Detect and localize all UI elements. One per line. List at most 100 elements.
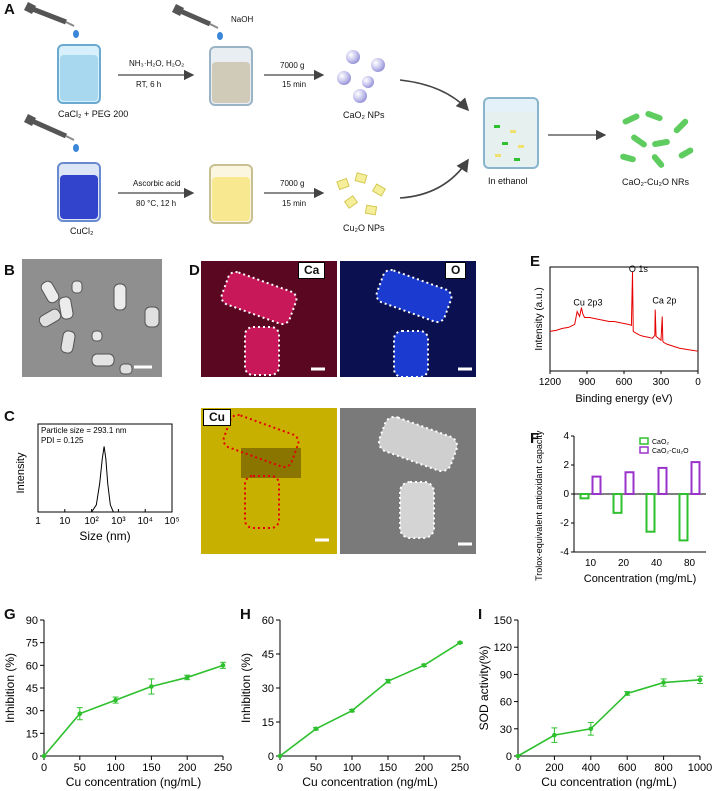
y-axis-title: Inhibition (%) [239, 653, 253, 723]
x-tick-label: 1 [35, 516, 41, 527]
x-tick-label: 50 [74, 762, 86, 774]
cucl2-label: CuCl₂ [70, 226, 94, 236]
x-tick-label: 80 [684, 558, 696, 569]
x-tick-label: 250 [214, 762, 232, 774]
x-tick-label: 40 [651, 558, 663, 569]
y-tick-label: -4 [560, 547, 569, 558]
x-tick-label: 150 [379, 762, 397, 774]
panel-letter-f: F [530, 430, 540, 447]
data-point [220, 663, 226, 668]
data-line [43, 664, 224, 757]
data-point [588, 726, 594, 732]
plot-frame [549, 266, 699, 372]
data-point [515, 753, 521, 759]
x-tick-label: 1200 [539, 377, 562, 388]
panel-letter-b: B [4, 262, 15, 279]
beaker-icon [57, 162, 101, 222]
xps-chart: 1200 900 600 300 0 Binding energy (eV) Intensi… [534, 264, 701, 405]
step1-reagent-label: NH₃·H₂O, H₂O₂ [129, 59, 185, 68]
bar [657, 466, 668, 496]
x-tick-label: 900 [579, 377, 596, 388]
y-axis-title: Inhibition (%) [3, 653, 17, 723]
x-tick-label: 10³ [111, 516, 126, 527]
x-tick-label: 100 [106, 762, 124, 774]
data-point [41, 753, 47, 759]
y-axis-title: Intensity (a.u.) [534, 287, 545, 350]
y-tick-label: 30 [500, 724, 512, 736]
centrifuge-speed-label: 7000 g [280, 61, 305, 70]
x-tick-label: 10 [59, 516, 71, 527]
product-label: CaO₂-Cu₂O NRs [622, 177, 689, 187]
x-tick-label: 1000 [688, 762, 712, 774]
y-tick-label: 4 [563, 431, 569, 442]
in-ethanol-label: In ethanol [488, 176, 528, 186]
cao2-cu2o-nanorods [620, 110, 694, 168]
x-tick-label: 600 [616, 377, 633, 388]
bar [591, 475, 602, 495]
panel-letter-e: E [530, 253, 541, 270]
x-tick-label: 0 [515, 762, 521, 774]
tem-image [22, 259, 162, 377]
synthesis-schematic [23, 1, 694, 224]
beaker-icon [209, 46, 253, 106]
panel-letter-i: I [478, 606, 483, 623]
pdi-annotation: PDI = 0.125 [41, 436, 84, 445]
particle-size-annotation: Particle size = 293.1 nm [41, 426, 127, 435]
data-line [517, 679, 701, 757]
x-tick-label: 10² [84, 516, 99, 527]
eds-map-cu [201, 408, 337, 554]
y-tick-label: 60 [262, 615, 274, 627]
x-tick-label: 10⁵ [164, 516, 179, 527]
bar [612, 493, 623, 514]
step2-reagent-label: Ascorbic acid [133, 179, 181, 188]
naoh-label: NaOH [231, 15, 254, 24]
y-tick-label: 30 [26, 706, 38, 718]
data-point [421, 663, 427, 668]
x-tick-label: 0 [277, 762, 283, 774]
x-axis-title: Size (nm) [79, 529, 130, 543]
y-tick-label: 60 [26, 660, 38, 672]
o1s-annotation: O 1s [629, 264, 649, 274]
y-tick-label: 0 [563, 489, 569, 500]
inhibition-chart-h: 0 15 30 45 60 0 50 100 150 200 250 Cu concentration… [239, 615, 469, 789]
eds-map-sem [340, 408, 476, 554]
y-tick-label: 0 [32, 751, 38, 763]
y-tick-label: 60 [500, 697, 512, 709]
x-tick-label: 200 [178, 762, 196, 774]
syringe-icon [23, 1, 79, 38]
y-tick-label: 15 [26, 728, 38, 740]
y-tick-label: 0 [268, 751, 274, 763]
x-tick-label: 100 [343, 762, 361, 774]
x-tick-label: 150 [142, 762, 160, 774]
beaker-icon [209, 164, 253, 224]
x-tick-label: 200 [545, 762, 563, 774]
x-tick-label: 300 [653, 377, 670, 388]
data-point [149, 684, 154, 689]
x-tick-label: 0 [695, 377, 701, 388]
x-tick-label: 10⁴ [137, 516, 152, 527]
y-axis-title: Intensity [15, 452, 27, 493]
sod-activity-chart: 0 30 60 90 120 150 0 200 400 600 800 1000 Cu concent… [477, 615, 712, 789]
y-tick-label: 45 [262, 649, 274, 661]
y-axis-title: SOD activity(%) [477, 646, 491, 731]
eds-map-o [340, 261, 476, 377]
cao2-nanoparticles [337, 50, 385, 103]
legend-swatch [639, 437, 649, 445]
x-axis-title: Cu concentration (ng/mL) [541, 775, 676, 789]
data-line [279, 641, 461, 757]
data-point [313, 726, 319, 732]
panel-letter-a: A [4, 1, 15, 18]
bar [579, 493, 590, 500]
x-tick-label: 50 [310, 762, 322, 774]
y-tick-label: 30 [262, 683, 274, 695]
y-tick-label: 90 [500, 669, 512, 681]
data-point [385, 678, 391, 684]
data-point [661, 680, 666, 685]
y-tick-label: 0 [506, 751, 512, 763]
plot-frame [37, 423, 173, 513]
data-point [697, 677, 703, 683]
cao2-nps-label: CaO₂ NPs [343, 110, 385, 120]
eds-label-ca: Ca [298, 262, 326, 279]
panel-letter-c: C [4, 408, 15, 425]
